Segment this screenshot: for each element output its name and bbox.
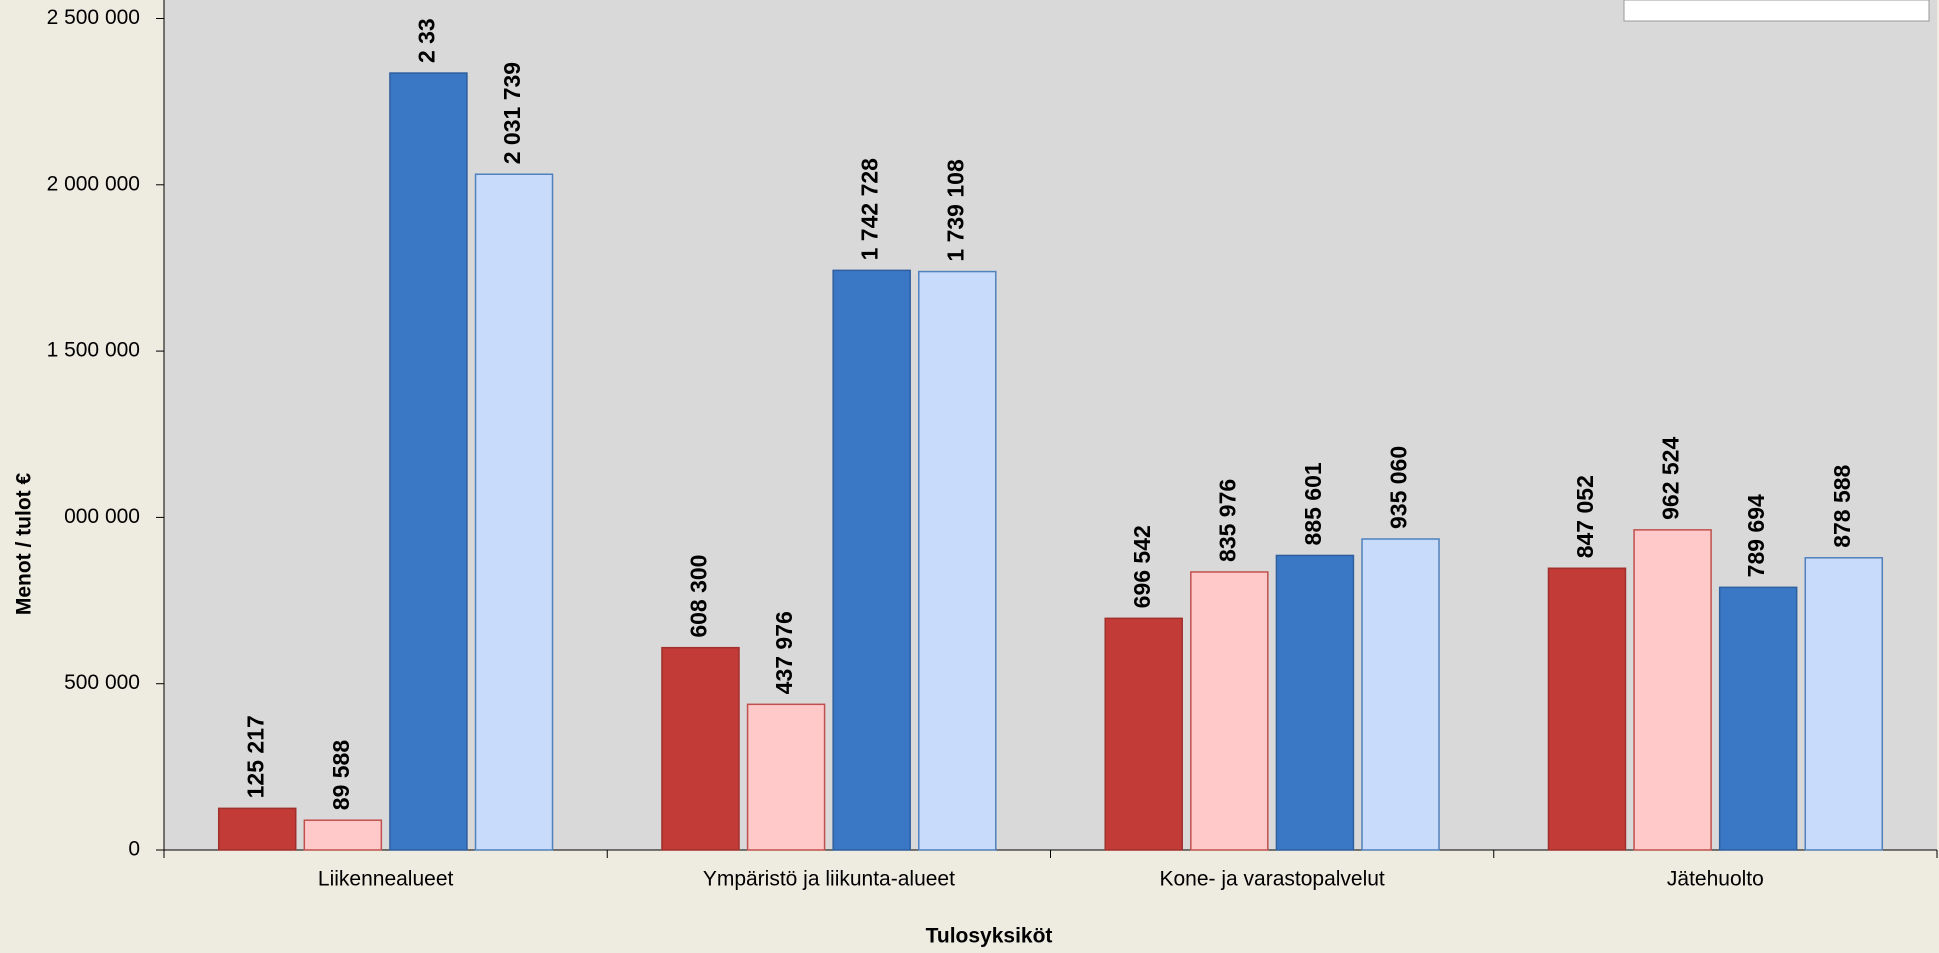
x-tick-label: Jätehuolto xyxy=(1667,868,1764,891)
value-label: 125 217 xyxy=(242,715,268,798)
y-tick-label: 0 xyxy=(128,838,140,861)
value-label: 1 739 108 xyxy=(942,159,968,262)
bar xyxy=(474,173,554,851)
x-tick-label: Ympäristö ja liikunta-alueet xyxy=(703,868,955,891)
x-tick-label: Liikennealueet xyxy=(318,868,454,891)
value-label: 935 060 xyxy=(1386,446,1412,529)
x-tick-label: Kone- ja varastopalvelut xyxy=(1159,868,1384,891)
y-tick-label: 2 500 000 xyxy=(47,6,140,29)
value-label: 89 588 xyxy=(328,740,354,811)
bar xyxy=(746,703,826,851)
value-label: 2 031 739 xyxy=(499,62,525,164)
value-label: 696 542 xyxy=(1129,525,1155,608)
y-tick-label: 1 500 000 xyxy=(47,339,140,362)
value-label: 1 742 728 xyxy=(857,158,883,261)
bar xyxy=(832,269,911,851)
y-tick-label: 2 000 000 xyxy=(47,172,140,195)
value-label: 835 976 xyxy=(1214,479,1240,562)
bar xyxy=(918,270,997,851)
value-label: 885 601 xyxy=(1300,462,1326,545)
x-axis-title: Tulosyksiköt xyxy=(926,925,1053,948)
bar xyxy=(1361,538,1440,851)
bar xyxy=(1718,586,1798,851)
bar xyxy=(661,646,740,851)
value-label: 789 694 xyxy=(1743,494,1769,577)
y-tick-label: 000 000 xyxy=(64,505,140,528)
value-label: 2 33 xyxy=(414,18,440,63)
bar xyxy=(1547,567,1627,851)
bar xyxy=(1104,617,1183,851)
value-label: 437 976 xyxy=(771,611,797,694)
bar xyxy=(1275,554,1355,851)
value-label: 608 300 xyxy=(686,555,712,638)
bar xyxy=(303,819,383,851)
bar xyxy=(1190,571,1269,851)
bar xyxy=(217,807,297,851)
y-tick-label: 500 000 xyxy=(64,671,140,694)
legend-box xyxy=(1623,0,1930,22)
y-axis-title: Menot / tulot € xyxy=(13,473,36,616)
value-label: 847 052 xyxy=(1572,475,1598,558)
bar xyxy=(1804,557,1884,851)
bar xyxy=(1633,529,1712,851)
value-label: 878 588 xyxy=(1829,464,1855,547)
bar xyxy=(389,72,468,851)
value-label: 962 524 xyxy=(1658,437,1684,520)
